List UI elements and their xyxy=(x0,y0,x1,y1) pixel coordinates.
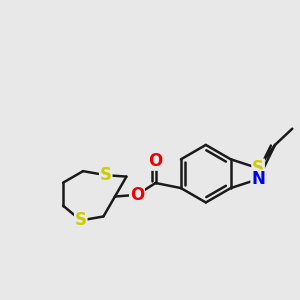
Text: N: N xyxy=(251,170,265,188)
Text: S: S xyxy=(100,166,112,184)
Text: S: S xyxy=(252,159,264,177)
Text: O: O xyxy=(148,152,163,170)
Text: O: O xyxy=(130,186,144,204)
Text: S: S xyxy=(75,212,87,230)
